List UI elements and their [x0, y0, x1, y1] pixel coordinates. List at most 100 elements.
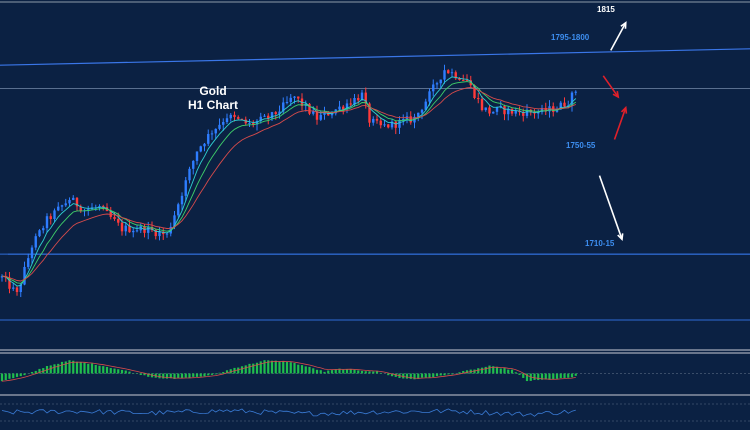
candle-body: [64, 203, 67, 206]
candle-body: [203, 143, 206, 147]
candle-body: [345, 103, 349, 110]
candle-body: [507, 108, 510, 115]
candle-body: [53, 210, 56, 219]
oscillator-line: [1, 408, 576, 417]
chart-title-line-1: Gold: [199, 84, 226, 98]
candle-body: [30, 247, 34, 259]
candle-body: [124, 225, 127, 232]
candle-body: [57, 206, 60, 211]
candle-body: [432, 84, 435, 92]
candle-body: [540, 107, 544, 113]
candle-body: [297, 96, 300, 99]
candle-body: [229, 114, 232, 119]
price-panel: [0, 21, 750, 321]
candle-body: [439, 79, 442, 84]
candle-body: [420, 109, 424, 113]
candle-body: [12, 287, 15, 289]
candle-body: [210, 133, 214, 135]
candle-body: [267, 115, 270, 119]
histogram-panel: [0, 349, 750, 396]
candle-body: [252, 122, 255, 125]
candle-body: [435, 83, 439, 85]
candle-body: [45, 216, 49, 229]
scenario-arrow-shaft: [613, 107, 627, 140]
candle-body: [492, 111, 495, 114]
candle-body: [180, 195, 184, 205]
scenario-arrow-head: [620, 105, 628, 114]
candle-body: [510, 108, 514, 114]
candle-body: [387, 124, 390, 128]
level-label-1710-15: 1710-15: [585, 239, 615, 248]
scenario-arrow-shaft: [602, 75, 619, 98]
candle-body: [563, 102, 566, 107]
candle-body: [23, 266, 26, 285]
candle-body: [188, 168, 191, 181]
candle-body: [60, 205, 64, 207]
candle-body: [525, 109, 529, 116]
candle-body: [165, 233, 169, 235]
candle-body: [98, 206, 101, 208]
candle-body: [402, 118, 405, 120]
candle-body: [315, 111, 319, 120]
candle-body: [450, 72, 454, 74]
candle-body: [207, 134, 210, 144]
resistance-trend-line: [0, 48, 750, 66]
candle-body: [117, 219, 120, 223]
candle-body: [162, 231, 165, 235]
candle-body: [72, 197, 75, 200]
candle-body: [139, 226, 142, 231]
candle-body: [312, 111, 315, 114]
level-label-1795-1800: 1795-1800: [551, 33, 590, 42]
candle-body: [184, 180, 187, 196]
candle-body: [120, 222, 124, 232]
candle-body: [383, 124, 386, 126]
candle-body: [353, 97, 356, 105]
candle-body: [102, 206, 105, 208]
candle-body: [68, 199, 71, 204]
candle-body: [150, 226, 154, 231]
candle-body: [75, 197, 79, 207]
candle-body: [360, 92, 364, 101]
candle-body: [379, 120, 382, 126]
level-label-1750-55: 1750-55: [566, 141, 596, 150]
candle-body: [293, 96, 296, 98]
candle-body: [27, 258, 30, 267]
candle-body: [473, 85, 476, 99]
candle-body: [38, 230, 41, 237]
candle-body: [319, 114, 322, 120]
histogram-signal-line: [1, 360, 576, 382]
candle-body: [233, 114, 236, 118]
candle-body: [255, 121, 259, 125]
candle-body: [154, 230, 157, 237]
candle-body: [248, 122, 251, 124]
candle-body: [342, 106, 345, 110]
candle-body: [323, 111, 326, 115]
candle-body: [195, 151, 199, 161]
candle-body: [158, 231, 161, 237]
candle-body: [409, 116, 412, 123]
candle-body: [49, 216, 52, 219]
candle-body: [237, 117, 240, 119]
candle-body: [424, 101, 427, 110]
chart-title-line-2: H1 Chart: [188, 98, 238, 112]
candle-body: [132, 230, 135, 233]
level-label-1815: 1815: [597, 5, 615, 14]
candle-body: [443, 70, 446, 80]
candle-body: [147, 226, 150, 233]
candle-body: [135, 230, 139, 232]
candle-body: [19, 284, 22, 293]
candle-body: [128, 225, 131, 233]
scenario-arrow-shaft: [598, 175, 623, 240]
candle-body: [285, 101, 289, 103]
candle-body: [274, 112, 277, 115]
candle-body: [364, 92, 367, 104]
candle-body: [447, 70, 450, 74]
candle-body: [462, 79, 465, 81]
candle-body: [428, 91, 431, 102]
candle-body: [514, 110, 517, 114]
candle-body: [278, 111, 281, 115]
moving-average-line: [1, 81, 577, 284]
candle-body: [87, 209, 90, 211]
candle-body: [330, 113, 334, 116]
candle-body: [259, 116, 262, 122]
